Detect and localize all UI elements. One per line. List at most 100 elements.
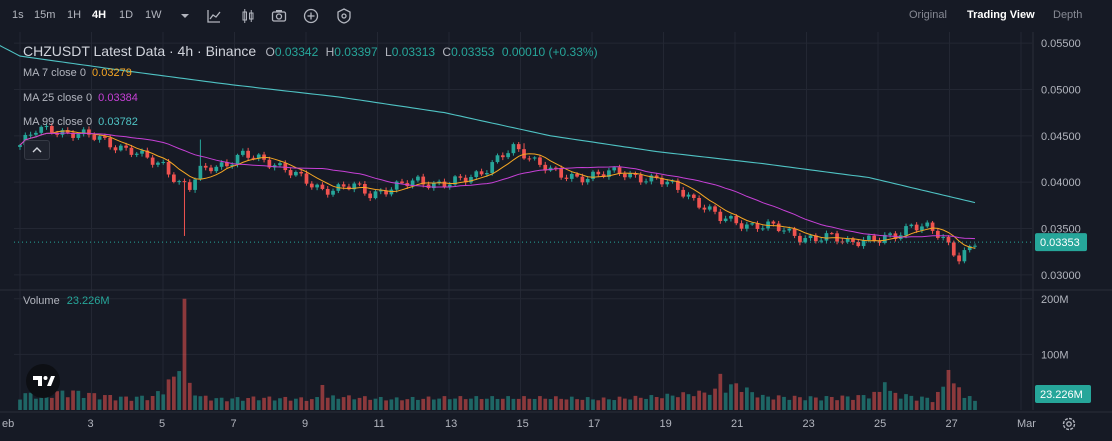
volume-bar bbox=[469, 398, 473, 410]
view-depth[interactable]: Depth bbox=[1053, 9, 1083, 21]
candle-body bbox=[813, 235, 818, 242]
candle-body bbox=[209, 167, 213, 172]
candle-body bbox=[713, 206, 717, 212]
candle-body bbox=[150, 157, 155, 165]
candle-body bbox=[458, 176, 463, 178]
candle-body bbox=[71, 132, 75, 138]
volume-bar bbox=[516, 398, 521, 410]
candle-body bbox=[670, 180, 675, 182]
legend-low: 0.03313 bbox=[391, 45, 436, 59]
volume-bar bbox=[400, 400, 404, 410]
candle-body bbox=[628, 173, 632, 178]
indicator-icon[interactable] bbox=[205, 7, 223, 25]
view-original[interactable]: Original bbox=[909, 9, 947, 21]
candle-body bbox=[776, 223, 781, 232]
volume-bar bbox=[384, 400, 388, 410]
volume-bar bbox=[156, 391, 160, 410]
candle-body bbox=[331, 190, 335, 195]
time-tick-label: 21 bbox=[731, 418, 743, 430]
candle-body bbox=[469, 176, 473, 183]
candle-body bbox=[500, 155, 505, 158]
camera-icon[interactable] bbox=[270, 7, 288, 25]
legend-low-label: L bbox=[385, 45, 392, 59]
volume-bar bbox=[681, 392, 686, 410]
volume-bar bbox=[686, 394, 691, 410]
volume-bar bbox=[723, 392, 728, 410]
candle-body bbox=[118, 145, 123, 151]
candle-body bbox=[294, 171, 298, 176]
plus-circle-icon[interactable] bbox=[302, 7, 320, 25]
candle-body bbox=[575, 173, 579, 177]
volume-bar bbox=[145, 400, 150, 410]
legend-ma25: MA 25 close 0 0.03384 bbox=[23, 92, 138, 104]
volume-bar bbox=[718, 373, 723, 410]
volume-bar bbox=[569, 396, 574, 410]
candle-body bbox=[235, 154, 240, 165]
volume-bar bbox=[140, 395, 144, 410]
volume-bar bbox=[527, 398, 532, 410]
volume-bar bbox=[187, 382, 192, 410]
volume-bar bbox=[596, 400, 601, 410]
volume-bar bbox=[750, 392, 755, 410]
candle-body bbox=[554, 167, 558, 169]
view-trading-view[interactable]: Trading View bbox=[967, 9, 1035, 21]
candle-body bbox=[251, 157, 256, 159]
volume-bar bbox=[394, 397, 399, 410]
candle-body bbox=[914, 224, 919, 231]
interval-1d[interactable]: 1D bbox=[119, 9, 134, 21]
candle-body bbox=[92, 134, 97, 140]
interval-4h[interactable]: 4H bbox=[92, 9, 107, 21]
candle-body bbox=[771, 221, 776, 224]
candle-body bbox=[527, 158, 532, 160]
settings-shield-icon[interactable] bbox=[335, 7, 353, 25]
volume-bar bbox=[930, 402, 935, 410]
candle-body bbox=[755, 223, 760, 229]
volume-bar bbox=[936, 391, 940, 410]
candlestick-chart[interactable]: 0.05500 0.05000 0.04500 0.04000 0.03500 0.030… bbox=[0, 32, 1112, 441]
candle-style-icon[interactable] bbox=[239, 7, 257, 25]
candle-body bbox=[363, 184, 367, 194]
candle-body bbox=[485, 172, 489, 175]
volume-bar bbox=[554, 396, 558, 410]
volume-bar bbox=[861, 395, 866, 410]
interval-1s[interactable]: 1s bbox=[12, 9, 24, 21]
volume-bar bbox=[363, 396, 367, 410]
volume-bar bbox=[909, 395, 914, 410]
candle-body bbox=[304, 173, 309, 184]
volume-bar bbox=[760, 394, 765, 410]
candle-body bbox=[39, 126, 44, 133]
legend-high: 0.03397 bbox=[334, 45, 378, 59]
volume-bar bbox=[877, 391, 882, 410]
chevron-down-icon[interactable] bbox=[176, 7, 194, 25]
interval-15m[interactable]: 15m bbox=[34, 9, 56, 21]
volume-bar bbox=[973, 400, 977, 410]
collapse-legend-button[interactable] bbox=[24, 140, 50, 160]
candle-body bbox=[325, 188, 330, 195]
interval-1w[interactable]: 1W bbox=[145, 9, 162, 21]
volume-bar bbox=[198, 396, 203, 410]
legend-close-label: C bbox=[442, 45, 452, 59]
candle-body bbox=[219, 162, 224, 167]
price-tick-label: 0.05500 bbox=[1041, 38, 1081, 50]
candle-body bbox=[44, 126, 49, 128]
candle-body bbox=[951, 242, 956, 256]
volume-bar bbox=[437, 398, 441, 410]
candle-body bbox=[198, 165, 203, 180]
candle-body bbox=[532, 157, 537, 159]
volume-bar bbox=[453, 398, 457, 410]
volume-bar bbox=[766, 396, 770, 410]
interval-1h[interactable]: 1H bbox=[67, 9, 82, 21]
volume-bar bbox=[670, 395, 675, 410]
tradingview-logo[interactable] bbox=[26, 364, 60, 398]
candle-body bbox=[660, 178, 664, 185]
legend-ma25-value: 0.03384 bbox=[98, 92, 138, 104]
volume-bar bbox=[628, 399, 632, 410]
candle-body bbox=[962, 250, 967, 262]
candle-body bbox=[649, 175, 654, 182]
candle-body bbox=[819, 240, 823, 242]
volume-bar bbox=[426, 396, 431, 410]
gear-icon[interactable] bbox=[1060, 415, 1078, 433]
volume-bar bbox=[214, 398, 219, 410]
volume-bar bbox=[447, 399, 452, 410]
volume-bar bbox=[278, 398, 282, 410]
